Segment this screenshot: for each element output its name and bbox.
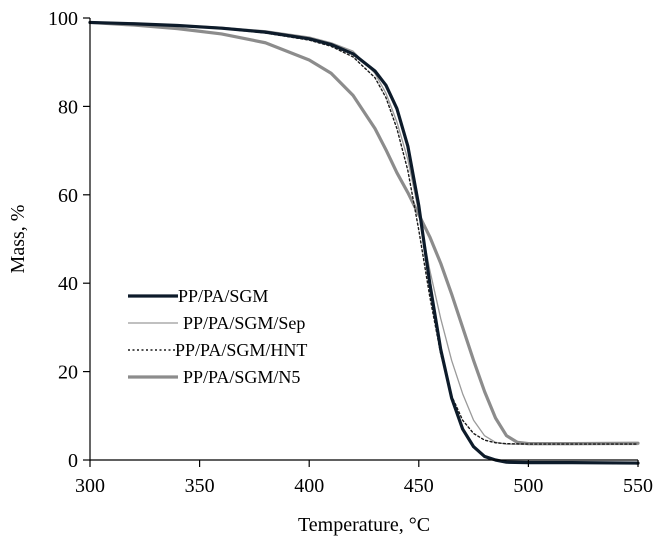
legend-label: PP/PA/SGM [178,286,268,306]
series-line-3 [89,21,639,445]
series-line-4 [88,20,640,446]
x-tick-label: 300 [75,475,105,497]
x-tick-label: 400 [294,475,324,497]
y-tick-label: 20 [58,362,78,384]
x-tick-label: 450 [404,475,434,497]
y-tick-label: 80 [58,96,78,118]
y-tick-label: 40 [58,273,78,295]
series-line-2 [89,21,639,446]
x-tick-label: 500 [513,475,543,497]
x-tick-label: 350 [185,475,215,497]
x-axis-title: Temperature, °C [298,514,430,536]
legend-label: PP/PA/SGM/N5 [183,367,300,387]
y-axis-title: Mass, % [7,205,29,274]
legend-label: PP/PA/SGM/Sep [183,313,305,333]
x-tick-label: 550 [623,475,653,497]
y-tick-label: 60 [58,185,78,207]
y-tick-label: 100 [48,8,78,30]
y-tick-label: 0 [68,450,78,472]
legend: PP/PA/SGM PP/PA/SGM/Sep PP/PA/SGM/HNT PP/PA… [128,286,307,387]
series-line-1 [88,20,640,465]
axes: 300 350 400 450 500 550 0 20 40 60 80 100 Temperatur… [7,8,653,536]
plot-area [88,20,640,465]
legend-label: PP/PA/SGM/HNT [175,340,307,360]
